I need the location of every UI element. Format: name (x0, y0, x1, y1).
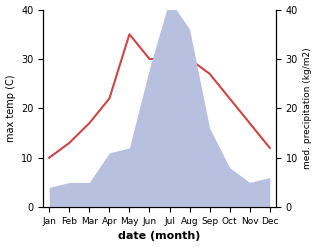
Y-axis label: max temp (C): max temp (C) (5, 75, 16, 142)
Y-axis label: med. precipitation (kg/m2): med. precipitation (kg/m2) (303, 48, 313, 169)
X-axis label: date (month): date (month) (118, 231, 201, 242)
